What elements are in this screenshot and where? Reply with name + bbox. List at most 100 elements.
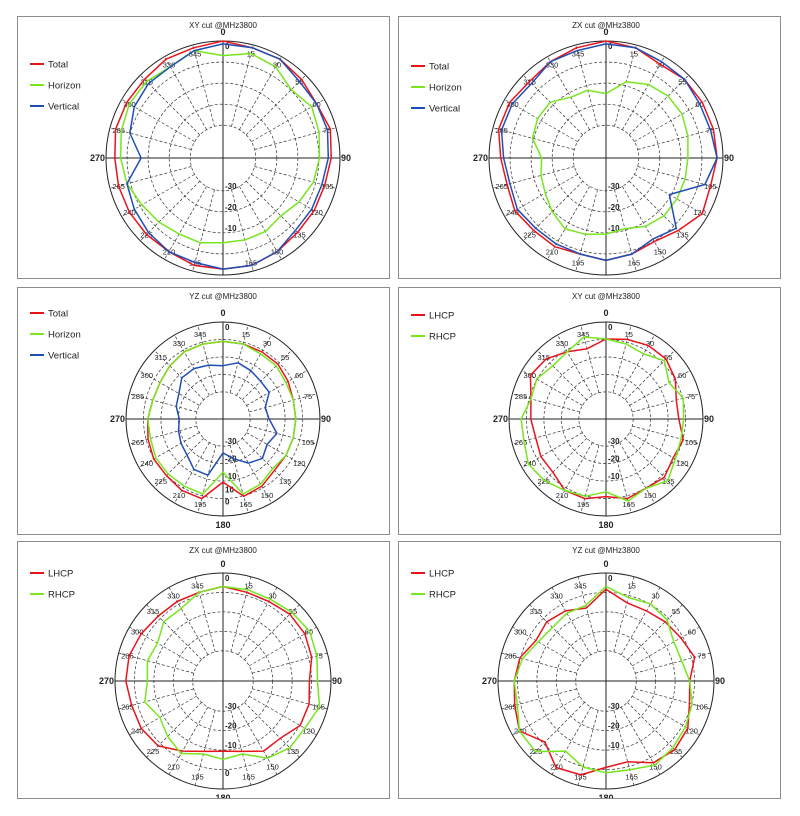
angle-tick-label: 55 bbox=[678, 78, 686, 87]
angle-tick-label: 315 bbox=[538, 353, 551, 362]
angle-tick-label: 105 bbox=[695, 703, 708, 712]
angle-tick-label: 285 bbox=[121, 651, 134, 660]
grid-spoke bbox=[231, 44, 254, 127]
grid-spoke bbox=[624, 350, 675, 401]
angle-tick-label: 15 bbox=[625, 330, 633, 339]
series-line-lhcp bbox=[125, 585, 313, 753]
angle-tick-label: 180 bbox=[598, 520, 613, 530]
grid-spoke bbox=[146, 702, 202, 758]
angle-tick-label: 195 bbox=[577, 500, 590, 509]
series-line-vertical bbox=[126, 43, 330, 270]
grid-spoke bbox=[239, 56, 282, 130]
grid-spoke bbox=[118, 688, 194, 710]
grid-spoke bbox=[614, 189, 637, 272]
series-line-horizon bbox=[119, 49, 321, 244]
radial-tick-label: -20 bbox=[608, 722, 620, 731]
chart-title: YZ cut @MHz3800 bbox=[189, 292, 257, 301]
grid-spoke bbox=[529, 702, 585, 758]
grid-spoke bbox=[624, 437, 675, 488]
angle-tick-label: 270 bbox=[110, 414, 125, 424]
angle-tick-label: 265 bbox=[495, 182, 508, 191]
grid-spoke bbox=[512, 695, 580, 736]
legend-label: Vertical bbox=[429, 104, 460, 115]
grid-spoke bbox=[254, 127, 337, 150]
grid-spoke bbox=[521, 432, 583, 468]
radial-tick-label: -30 bbox=[608, 437, 620, 446]
grid-spoke bbox=[246, 432, 308, 468]
angle-tick-label: 120 bbox=[293, 459, 306, 468]
angle-tick-label: 330 bbox=[550, 591, 563, 600]
grid-spoke bbox=[140, 180, 201, 241]
chart-panel-1: XY cut @MHz3800 0 15 30 55 60 75 90 105 120 135 150… bbox=[17, 16, 390, 279]
grid-spoke bbox=[613, 710, 635, 786]
angle-tick-label: 90 bbox=[704, 414, 714, 424]
angle-tick-label: 270 bbox=[482, 676, 497, 686]
grid-spoke bbox=[192, 189, 215, 272]
grid-spoke bbox=[628, 75, 689, 136]
angle-tick-label: 150 bbox=[261, 491, 274, 500]
grid-spoke bbox=[635, 688, 711, 710]
grid-spoke bbox=[249, 626, 317, 667]
angle-tick-label: 60 bbox=[305, 628, 313, 637]
series-line-rhcp bbox=[513, 585, 693, 774]
series-line-rhcp bbox=[520, 336, 685, 502]
angle-tick-label: 330 bbox=[167, 591, 180, 600]
legend-label: Horizon bbox=[48, 81, 81, 92]
grid-spoke bbox=[237, 707, 278, 775]
grid-spoke bbox=[501, 688, 577, 710]
grid-spoke bbox=[252, 652, 328, 674]
angle-tick-label: 30 bbox=[268, 591, 276, 600]
angle-tick-label: 315 bbox=[155, 353, 168, 362]
grid-spoke bbox=[620, 587, 661, 655]
angle-tick-label: 210 bbox=[173, 491, 186, 500]
grid-spoke bbox=[634, 99, 708, 142]
legend-label: RHCP bbox=[48, 590, 75, 601]
grid-spoke bbox=[512, 626, 580, 667]
grid-spoke bbox=[245, 75, 306, 136]
chart-panel-4: XY cut @MHz3800 0 15 30 55 60 75 90 105 120 135 150… bbox=[398, 287, 781, 535]
angle-tick-label: 225 bbox=[155, 477, 168, 486]
radial-tick-label: -10 bbox=[608, 741, 620, 750]
radial-tick-label: -10 bbox=[608, 472, 620, 481]
polar-chart-svg: YZ cut @MHz38000153055607590105120135150… bbox=[411, 546, 725, 798]
angle-tick-label: 0 bbox=[603, 27, 608, 37]
angle-tick-label: 165 bbox=[242, 773, 255, 782]
legend-label: LHCP bbox=[429, 311, 454, 322]
legend-label: Total bbox=[429, 62, 449, 73]
grid-spoke bbox=[619, 442, 655, 504]
grid-spoke bbox=[622, 56, 665, 130]
grid-spoke bbox=[164, 186, 207, 260]
angle-tick-label: 120 bbox=[310, 208, 323, 217]
grid-spoke bbox=[194, 576, 216, 652]
angle-tick-label: 90 bbox=[321, 414, 331, 424]
grid-spoke bbox=[241, 437, 292, 488]
grid-spoke bbox=[537, 437, 588, 488]
angle-tick-label: 165 bbox=[245, 258, 258, 267]
grid-spoke bbox=[249, 425, 317, 445]
radial-tick-label: 0 bbox=[608, 323, 613, 332]
angle-tick-label: 165 bbox=[628, 258, 641, 267]
chart-title: YZ cut @MHz3800 bbox=[572, 546, 640, 555]
grid-spoke bbox=[154, 350, 205, 401]
grid-spoke bbox=[246, 370, 308, 406]
legend-label: LHCP bbox=[429, 569, 454, 580]
grid-spoke bbox=[168, 707, 209, 775]
angle-tick-label: 120 bbox=[693, 208, 706, 217]
angle-tick-label: 135 bbox=[662, 477, 675, 486]
grid-spoke bbox=[239, 186, 282, 260]
grid-spoke bbox=[244, 702, 300, 758]
angle-tick-label: 60 bbox=[678, 371, 686, 380]
angle-tick-label: 90 bbox=[715, 676, 725, 686]
angle-tick-label: 150 bbox=[266, 763, 279, 772]
angle-tick-label: 345 bbox=[574, 581, 587, 590]
grid-spoke bbox=[194, 710, 216, 786]
polar-chart-svg: YZ cut @MHz38000153055607590105120135150… bbox=[30, 292, 331, 530]
radial-tick-label: -30 bbox=[225, 182, 237, 191]
angle-tick-label: 330 bbox=[173, 339, 186, 348]
radial-tick-label: -10 bbox=[225, 741, 237, 750]
grid-spoke bbox=[146, 604, 202, 660]
legend-label: RHCP bbox=[429, 332, 456, 343]
series-line-rhcp bbox=[144, 585, 321, 761]
legend-label: Total bbox=[48, 60, 68, 71]
polar-chart-svg: ZX cut @MHz38000153055607590105120135150… bbox=[30, 546, 342, 798]
